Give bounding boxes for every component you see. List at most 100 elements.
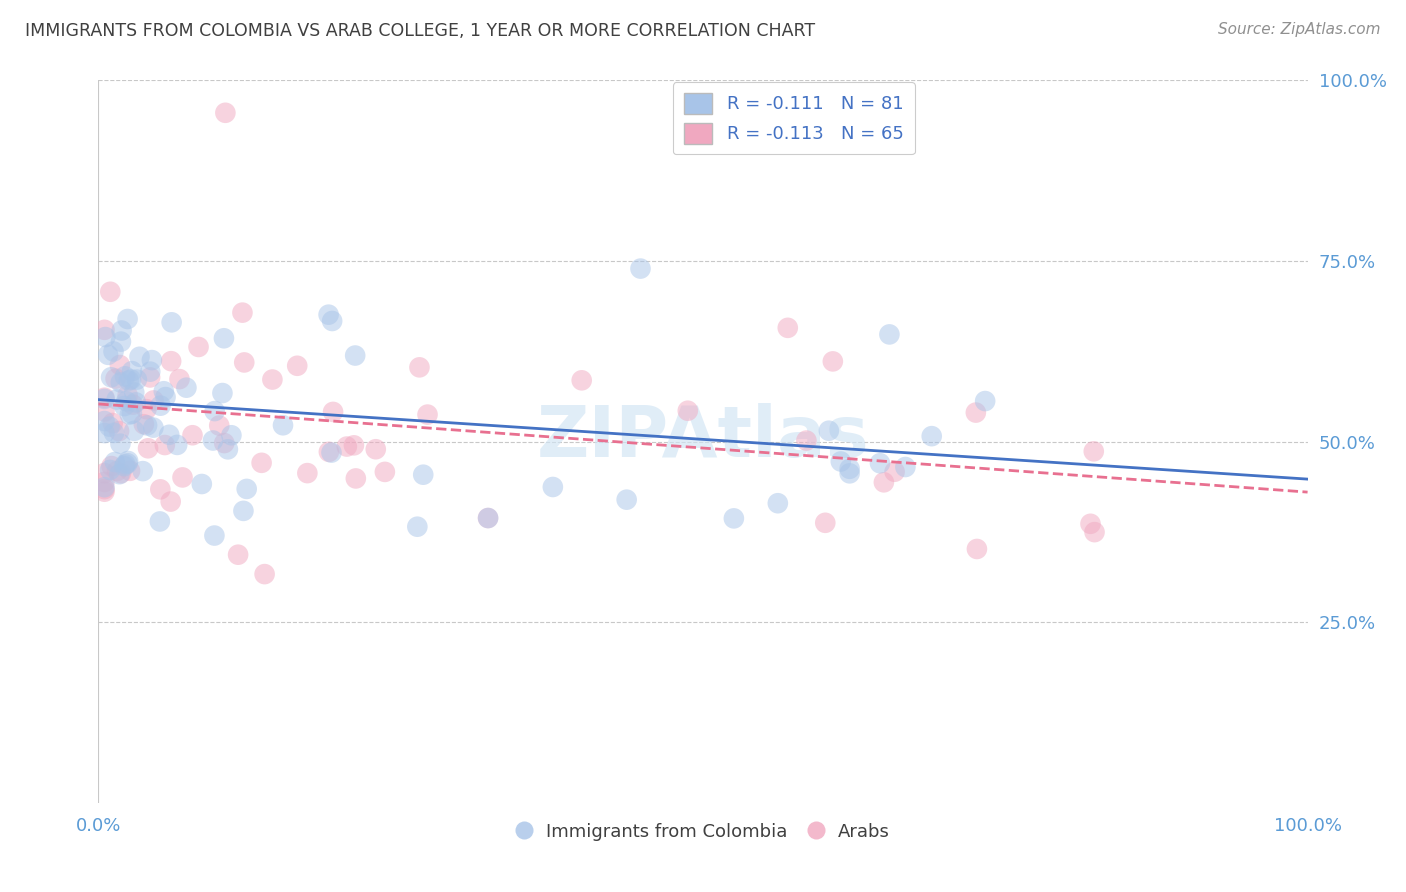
Point xyxy=(100,370,122,384)
Point xyxy=(321,445,343,459)
Point xyxy=(232,504,254,518)
Point xyxy=(343,438,366,452)
Point xyxy=(477,511,499,525)
Point xyxy=(115,394,138,409)
Point xyxy=(93,482,115,496)
Point xyxy=(974,394,997,409)
Point xyxy=(135,402,157,417)
Point xyxy=(416,408,439,422)
Point xyxy=(818,424,841,438)
Point xyxy=(187,340,209,354)
Point xyxy=(630,261,652,276)
Point xyxy=(766,496,789,510)
Point xyxy=(212,331,235,345)
Point xyxy=(723,511,745,525)
Point xyxy=(128,350,150,364)
Point xyxy=(176,381,198,395)
Point xyxy=(110,467,132,481)
Point xyxy=(374,465,396,479)
Point xyxy=(136,418,159,433)
Point xyxy=(571,373,593,387)
Point xyxy=(125,373,148,387)
Point xyxy=(873,475,896,490)
Point xyxy=(110,334,132,349)
Point xyxy=(101,416,124,430)
Point xyxy=(169,372,191,386)
Point xyxy=(226,548,249,562)
Point xyxy=(108,467,131,482)
Point xyxy=(114,458,136,472)
Point xyxy=(965,406,987,420)
Point xyxy=(235,482,257,496)
Point xyxy=(108,358,131,372)
Point xyxy=(157,427,180,442)
Point xyxy=(181,428,204,442)
Point xyxy=(253,567,276,582)
Text: ZIPAtlas: ZIPAtlas xyxy=(537,403,869,473)
Point xyxy=(231,305,253,319)
Point xyxy=(93,404,115,418)
Point xyxy=(217,442,239,457)
Point xyxy=(117,388,139,402)
Point xyxy=(321,314,343,328)
Point xyxy=(879,327,901,342)
Point xyxy=(1083,525,1105,540)
Point xyxy=(838,462,860,476)
Point xyxy=(297,466,319,480)
Point xyxy=(211,386,233,401)
Legend: Immigrants from Colombia, Arabs: Immigrants from Colombia, Arabs xyxy=(509,815,897,848)
Point xyxy=(120,372,142,386)
Point xyxy=(318,445,340,459)
Point xyxy=(921,429,943,443)
Point xyxy=(830,454,852,468)
Point xyxy=(139,365,162,379)
Point xyxy=(204,404,226,418)
Point xyxy=(152,384,174,399)
Point xyxy=(364,442,387,457)
Point xyxy=(344,471,367,485)
Point xyxy=(477,511,499,525)
Point xyxy=(541,480,564,494)
Point xyxy=(285,359,308,373)
Point xyxy=(201,434,224,448)
Point xyxy=(408,360,430,375)
Point xyxy=(103,344,125,359)
Point xyxy=(160,315,183,329)
Point xyxy=(322,405,344,419)
Point xyxy=(132,417,155,432)
Point xyxy=(318,308,340,322)
Point xyxy=(110,436,132,450)
Point xyxy=(98,463,121,477)
Point xyxy=(250,456,273,470)
Point xyxy=(412,467,434,482)
Point xyxy=(93,426,115,441)
Point xyxy=(233,355,256,369)
Point xyxy=(149,515,172,529)
Point xyxy=(214,105,236,120)
Point xyxy=(117,454,139,468)
Point xyxy=(166,438,188,452)
Point xyxy=(160,354,183,368)
Point xyxy=(121,407,143,421)
Text: Source: ZipAtlas.com: Source: ZipAtlas.com xyxy=(1218,22,1381,37)
Point xyxy=(93,480,115,494)
Point xyxy=(103,425,125,440)
Point xyxy=(125,395,148,409)
Point xyxy=(159,494,181,508)
Point xyxy=(814,516,837,530)
Point xyxy=(336,440,359,454)
Point xyxy=(93,414,115,428)
Point xyxy=(271,418,294,433)
Point xyxy=(93,484,115,499)
Point xyxy=(155,390,177,404)
Point xyxy=(118,408,141,422)
Point xyxy=(121,364,143,378)
Point xyxy=(93,466,115,480)
Point xyxy=(838,467,860,481)
Point xyxy=(100,458,122,473)
Point xyxy=(136,442,159,456)
Point xyxy=(894,460,917,475)
Point xyxy=(110,376,132,390)
Point xyxy=(98,419,121,434)
Point xyxy=(208,418,231,433)
